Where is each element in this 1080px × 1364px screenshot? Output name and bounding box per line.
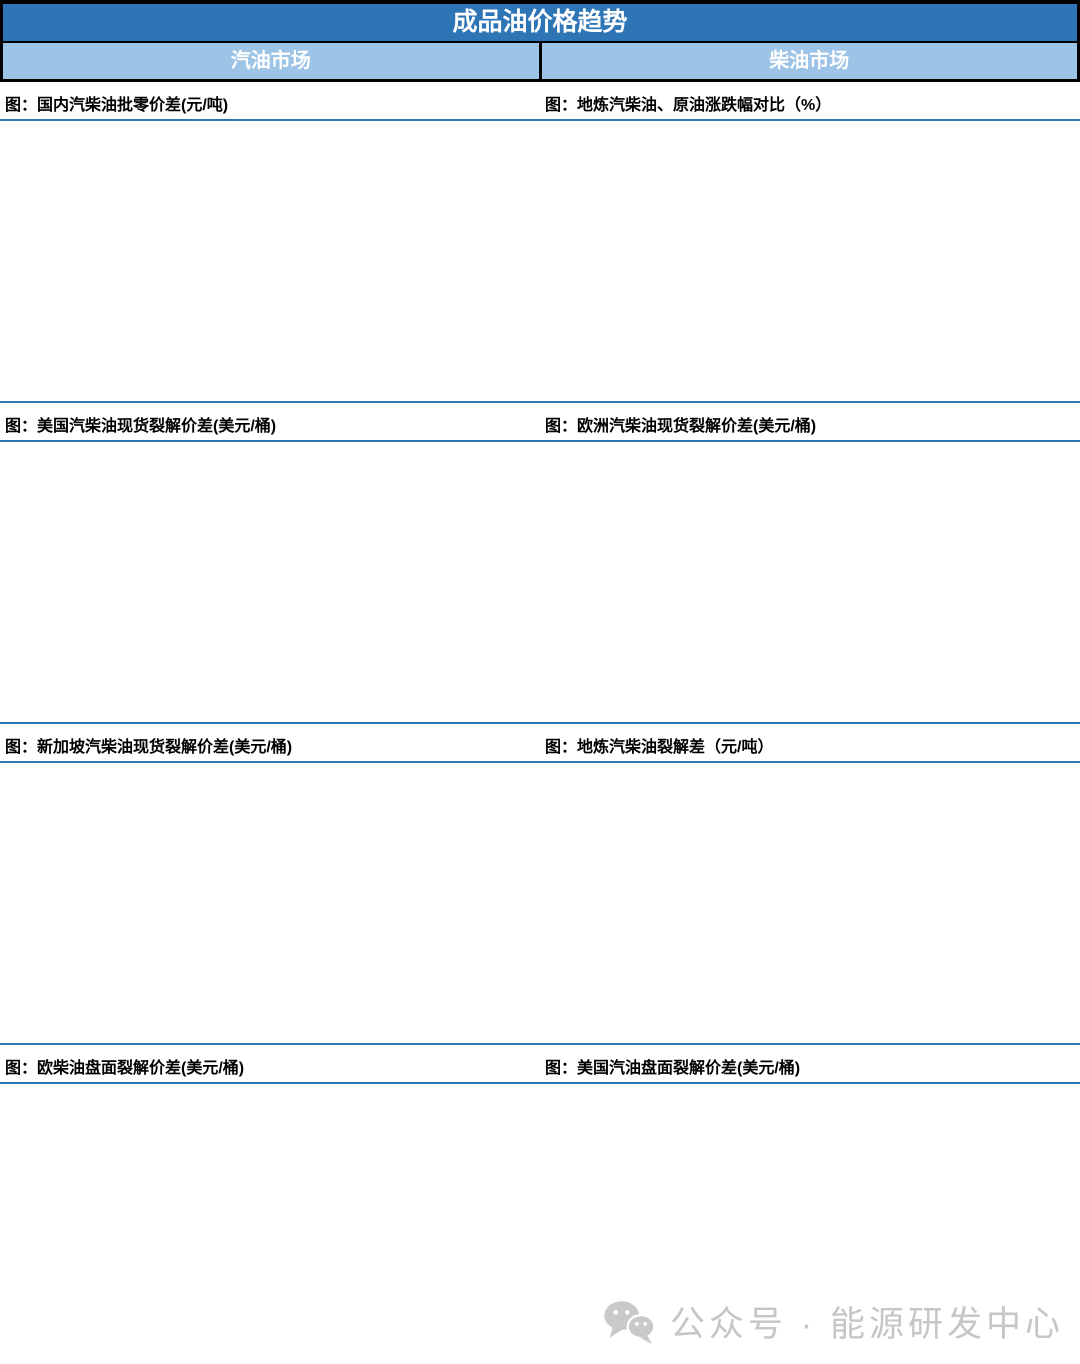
chart-panel-us-gasoline-futures-crack: 图：美国汽油盘面裂解价差(美元/桶) [540,1045,1080,1364]
chart-panel-europe-spot-crack-spread: 图：欧洲汽柴油现货裂解价差(美元/桶) [540,403,1080,724]
chart-title: 图：欧洲汽柴油现货裂解价差(美元/桶) [540,412,1080,442]
watermark: 公众号 · 能源研发中心 [602,1296,1064,1347]
page-title: 成品油价格趋势 [3,4,1077,43]
chart-panel-refinery-crack-spread: 图：地炼汽柴油裂解差（元/吨） [540,724,1080,1045]
line-chart [0,1084,540,1364]
chart-title: 图：国内汽柴油批零价差(元/吨) [0,91,540,121]
watermark-text: 公众号 · 能源研发中心 [669,1305,1064,1344]
chart-title: 图：美国汽油盘面裂解价差(美元/桶) [540,1054,1080,1084]
line-chart [540,121,1080,403]
column-header-gasoline: 汽油市场 [3,43,542,79]
chart-title: 图：新加坡汽柴油现货裂解价差(美元/桶) [0,733,540,763]
chart-panel-europe-diesel-futures-crack: 图：欧柴油盘面裂解价差(美元/桶) [0,1045,540,1364]
line-chart [540,442,1080,724]
line-chart [0,763,540,1045]
market-column-headers: 汽油市场 柴油市场 [3,43,1077,79]
chart-title: 图：地炼汽柴油裂解差（元/吨） [540,733,1080,763]
column-header-diesel: 柴油市场 [541,43,1077,79]
chart-panel-us-spot-crack-spread: 图：美国汽柴油现货裂解价差(美元/桶) [0,403,540,724]
wechat-icon [604,1300,656,1344]
chart-panel-domestic-wholesale-retail-spread: 图：国内汽柴油批零价差(元/吨) [0,82,540,403]
chart-title: 图：欧柴油盘面裂解价差(美元/桶) [0,1054,540,1084]
line-chart [0,442,540,724]
chart-panel-refinery-crude-change-compare: 图：地炼汽柴油、原油涨跌幅对比（%） [540,82,1080,403]
line-chart [540,763,1080,1045]
chart-grid: 图：国内汽柴油批零价差(元/吨) 图：地炼汽柴油、原油涨跌幅对比（%） 图：美国… [0,82,1080,1364]
chart-title: 图：美国汽柴油现货裂解价差(美元/桶) [0,412,540,442]
chart-title: 图：地炼汽柴油、原油涨跌幅对比（%） [540,91,1080,121]
chart-panel-singapore-spot-crack-spread: 图：新加坡汽柴油现货裂解价差(美元/桶) [0,724,540,1045]
line-chart [0,121,540,403]
report-header: 成品油价格趋势 汽油市场 柴油市场 [0,0,1080,82]
